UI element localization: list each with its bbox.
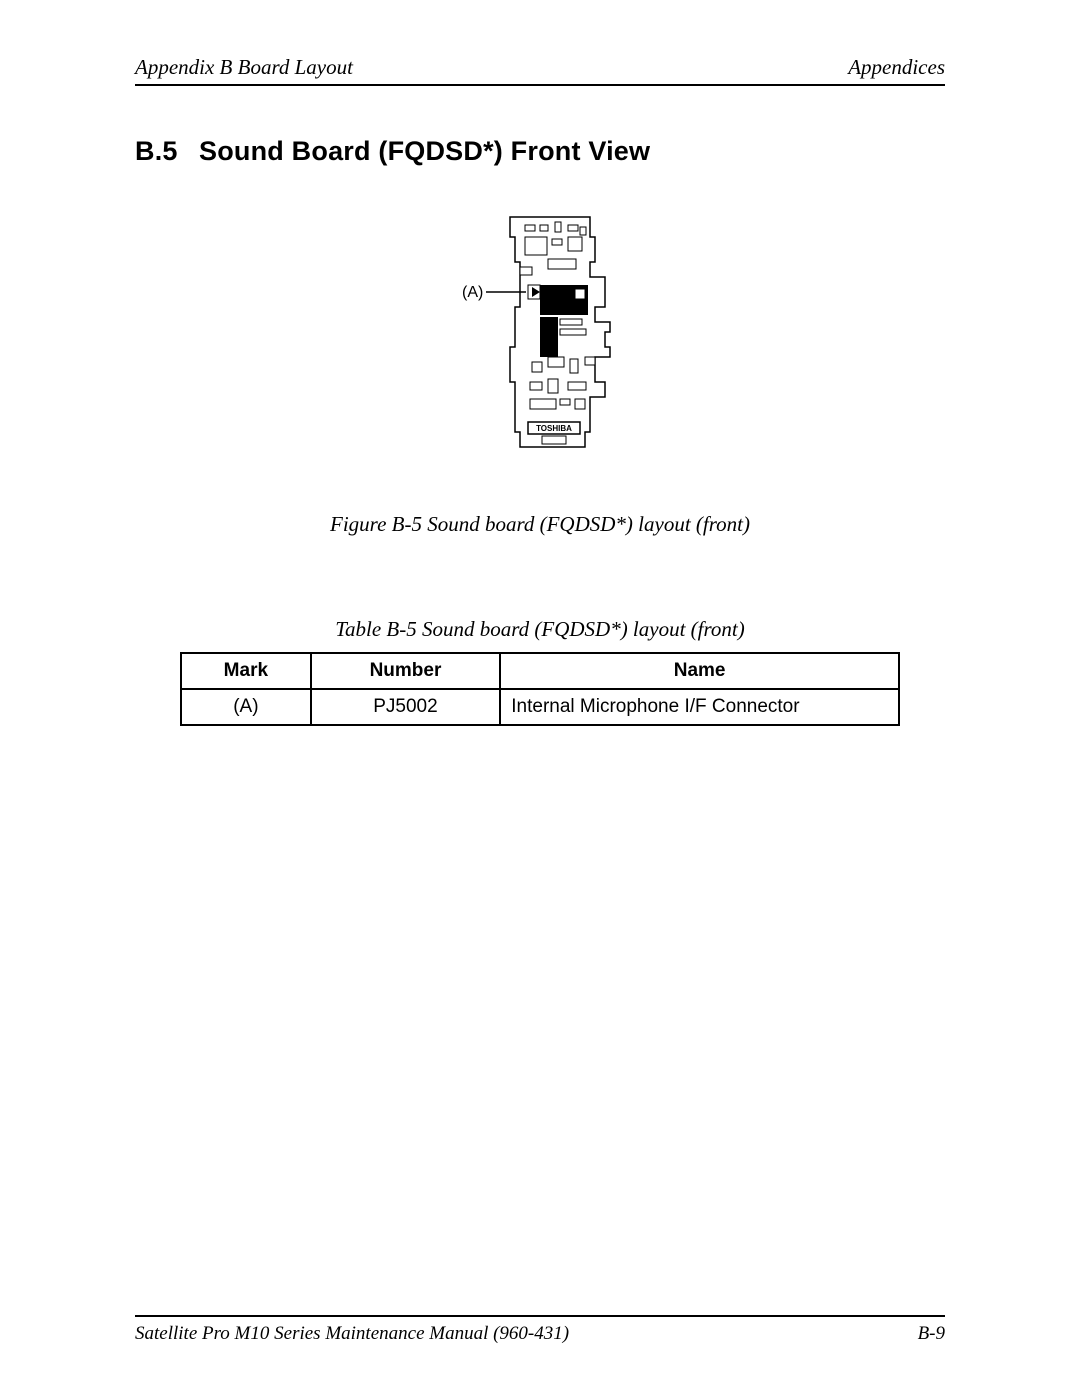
running-footer: Satellite Pro M10 Series Maintenance Man…	[135, 1315, 945, 1345]
table-row: (A) PJ5002 Internal Microphone I/F Conne…	[181, 689, 899, 725]
th-name: Name	[500, 653, 899, 689]
section-title: Sound Board (FQDSD*) Front View	[199, 136, 650, 166]
header-rule	[135, 84, 945, 86]
callout-a: (A)	[462, 284, 526, 301]
section-number: B.5	[135, 136, 199, 167]
td-number: PJ5002	[311, 689, 501, 725]
board-layout-diagram: TOSHIBA (A)	[420, 207, 660, 477]
page-content: Appendix B Board Layout Appendices B.5So…	[135, 55, 945, 1345]
header-right: Appendices	[848, 55, 945, 80]
th-number: Number	[311, 653, 501, 689]
header-left: Appendix B Board Layout	[135, 55, 353, 80]
figure-caption: Figure B-5 Sound board (FQDSD*) layout (…	[135, 512, 945, 537]
table-header-row: Mark Number Name	[181, 653, 899, 689]
figure-container: TOSHIBA (A)	[135, 207, 945, 477]
section-heading: B.5Sound Board (FQDSD*) Front View	[135, 136, 945, 167]
board-layout-table: Mark Number Name (A) PJ5002 Internal Mic…	[180, 652, 900, 726]
footer-right: B-9	[918, 1323, 945, 1345]
table-caption: Table B-5 Sound board (FQDSD*) layout (f…	[135, 617, 945, 642]
td-name: Internal Microphone I/F Connector	[500, 689, 899, 725]
callout-a-target	[528, 285, 540, 299]
th-mark: Mark	[181, 653, 311, 689]
td-mark: (A)	[181, 689, 311, 725]
running-header: Appendix B Board Layout Appendices	[135, 55, 945, 84]
toshiba-label-text: TOSHIBA	[536, 424, 572, 433]
footer-left: Satellite Pro M10 Series Maintenance Man…	[135, 1323, 569, 1345]
callout-a-label: (A)	[462, 284, 483, 301]
